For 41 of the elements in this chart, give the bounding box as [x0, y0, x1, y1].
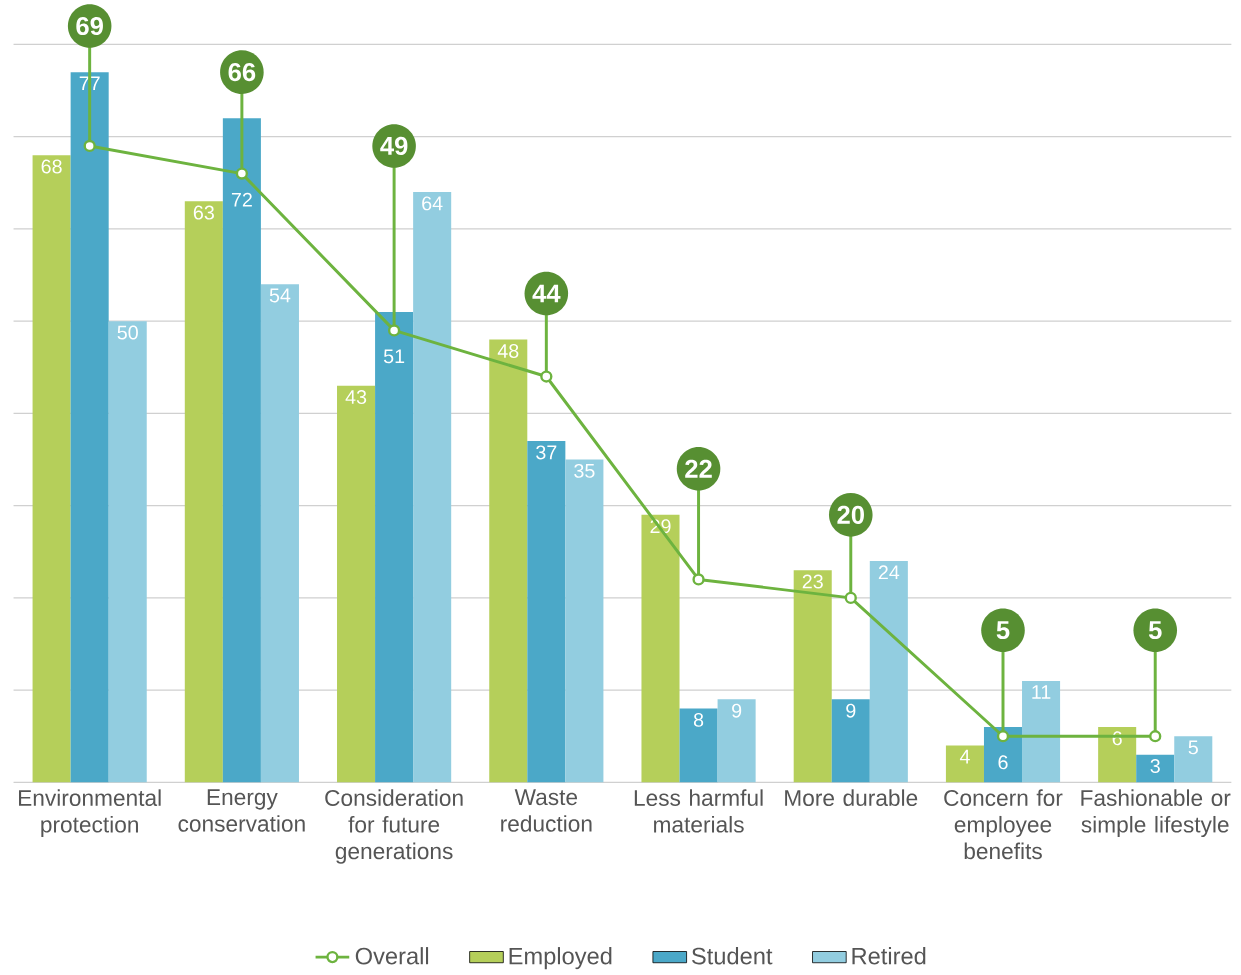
data-label: 6	[998, 755, 1008, 770]
data-label: 9	[732, 703, 742, 718]
data-label: 63	[193, 205, 214, 220]
data-label: 43	[345, 390, 367, 405]
annotation: 5	[1148, 621, 1162, 640]
x-tick-label: More durable	[785, 789, 918, 806]
x-tick-label: Fashionable or simple lifestyle	[1081, 789, 1231, 838]
data-label: 54	[269, 288, 291, 303]
legend-label: Overall	[355, 947, 429, 965]
data-label: 48	[497, 343, 519, 358]
data-label: 72	[231, 192, 252, 207]
x-tick-label: Less harmful materials	[634, 789, 763, 833]
data-label: 4	[959, 749, 970, 764]
data-label: 37	[536, 445, 557, 460]
annotation: 49	[380, 136, 408, 155]
data-label: 23	[802, 574, 823, 589]
legend-label: Employed	[509, 947, 612, 970]
x-tick-label: Waste reduction	[501, 789, 592, 832]
data-label: 24	[878, 565, 900, 580]
annotation: 22	[685, 459, 712, 478]
annotation: 66	[228, 63, 256, 82]
data-label: 9	[846, 703, 856, 718]
data-label: 50	[117, 325, 138, 340]
legend-label: Retired	[852, 947, 926, 965]
data-label: 51	[383, 349, 405, 364]
data-label: 64	[422, 196, 443, 211]
data-label: 5	[1188, 740, 1198, 755]
legend-label: Student	[692, 947, 773, 965]
data-label: 3	[1150, 759, 1160, 773]
x-tick-label: Energy conservation	[178, 789, 305, 832]
annotation: 44	[532, 284, 561, 303]
annotation: 5	[996, 621, 1010, 640]
annotation: 20	[837, 505, 864, 524]
x-tick-label: Consideration for future generations	[325, 789, 463, 864]
x-tick-label: Environmental protection	[19, 789, 161, 838]
data-label: 11	[1032, 685, 1051, 699]
x-tick-label: Concern for employee benefits	[944, 789, 1063, 860]
data-label: 35	[574, 463, 595, 478]
annotation: 69	[76, 16, 103, 36]
data-label: 68	[41, 159, 62, 174]
data-label: 8	[693, 712, 704, 727]
